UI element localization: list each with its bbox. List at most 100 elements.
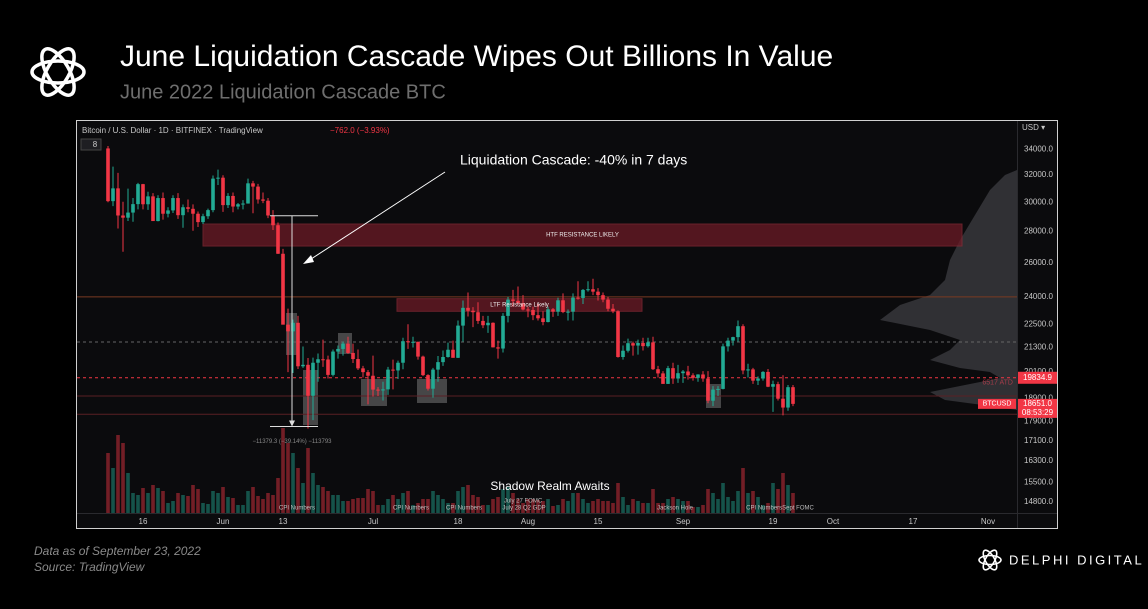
candle-body [741,326,745,371]
candle-body [756,378,760,381]
volume-bar [356,498,360,513]
volume-bar [451,503,455,513]
volume-bar [201,503,205,513]
candle-body [246,183,250,204]
volume-bar [691,507,695,513]
candle-body [541,318,545,323]
candle-body [571,297,575,312]
volume-bar [431,491,435,513]
candle-body [111,188,115,202]
volume-bar [236,505,240,513]
candle-body [451,349,455,358]
y-tick-label: 14800.0 [1024,497,1053,506]
volume-bar [216,493,220,513]
candle-body [691,375,695,378]
candle-body [586,289,590,291]
candle-body [431,369,435,389]
volume-bar [666,499,670,513]
volume-bar [141,488,145,513]
volume-bar [161,491,165,513]
y-tick-label: 18900.0 [1024,393,1053,402]
volume-bar [331,495,335,513]
y-tick-label: 24000.0 [1024,292,1053,301]
volume-bar [306,448,310,513]
candle-body [436,362,440,370]
volume-bar [276,478,280,513]
candle-body [661,373,665,384]
candle-body [496,347,500,349]
volume-bar [671,497,675,513]
volume-bar [231,498,235,513]
measure-arrowhead [289,420,295,427]
candle-body [321,359,325,361]
volume-bar [496,497,500,513]
candle-body [651,342,655,370]
candle-body [211,178,215,211]
candle-body [656,369,660,374]
volume-bar [326,491,330,513]
volume-bar [661,503,665,513]
candle-body [391,369,395,371]
candle-body [686,371,690,376]
volume-profile [880,170,1017,410]
event-label: July 27 FOMC [504,499,543,505]
candle-body [361,368,365,373]
volume-bar [196,489,200,513]
candle-body [766,371,770,387]
volume-bar [316,485,320,513]
x-tick-label: 15 [594,517,603,526]
title: June Liquidation Cascade Wipes Out Billi… [120,40,833,73]
cascade-arrow [307,171,446,262]
candle-body [511,299,515,301]
event-label: Jackson Hole [657,506,694,512]
volume-bar [221,487,225,513]
candle-body [396,362,400,371]
volume-bar [651,489,655,513]
volume-bar [746,493,750,513]
volume-bar [536,500,540,513]
volume-bar [396,499,400,513]
volume-bar [586,503,590,513]
candle-body [116,188,120,216]
volume-bar [781,473,785,513]
volume-bar [376,505,380,513]
candle-body [501,315,505,349]
volume-bar [446,503,450,513]
volume-bar [411,505,415,513]
volume-bar [566,501,570,513]
symbol-label: BTCUSD [983,401,1012,408]
candle-body [316,359,320,363]
candle-body [281,253,285,325]
candle-body [161,198,165,214]
volume-bar [616,483,620,513]
x-tick-label: 19 [769,517,778,526]
measure-label: −11379.3 (−39.14%) −113793 [252,439,332,445]
candle-body [346,343,350,353]
candle-body [276,225,280,254]
volume-bar [156,488,160,513]
volume-bar [296,468,300,513]
volume-bar [351,499,355,513]
brand-logo [978,549,1002,571]
candle-body [531,310,535,316]
candle-body [626,343,630,351]
candle-body [311,362,315,396]
candle-body [771,384,775,387]
candle-body [471,310,475,313]
candle-body [506,299,510,316]
volume-bar [166,503,170,513]
candle-body [221,177,225,206]
candle-body [646,342,650,347]
volume-bar [226,497,230,513]
shadow-annotation: Shadow Realm Awaits [490,479,609,493]
change-header: −762.0 (−3.93%) [330,126,390,135]
event-label: CPI Numbers [279,506,315,512]
candle-body [781,398,785,408]
volume-bar [416,503,420,513]
candle-body [291,322,295,332]
volume-bar [721,483,725,513]
volume-bar [556,505,560,513]
volume-bar [636,501,640,513]
volume-bar [601,501,605,513]
